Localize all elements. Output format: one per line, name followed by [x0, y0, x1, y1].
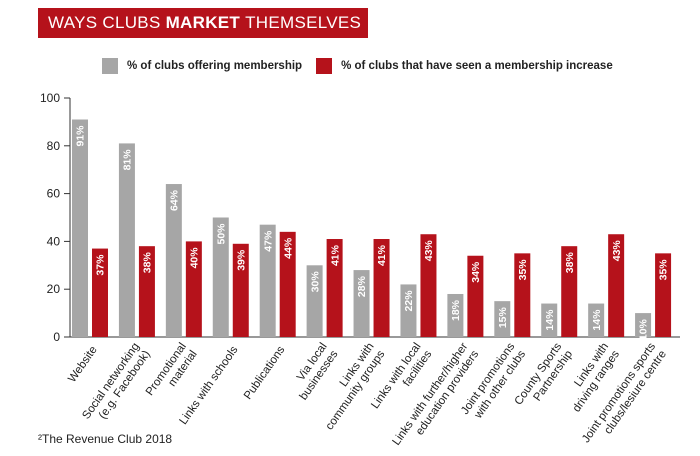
title-part-1: WAYS CLUBS [48, 13, 161, 32]
data-label-increase-5: 41% [329, 244, 341, 266]
legend-item-series-2: % of clubs that have seen a membership i… [316, 58, 613, 74]
bar-increase-5 [326, 239, 343, 337]
data-label-offering-2: 64% [169, 189, 181, 211]
data-label-offering-8: 18% [450, 299, 462, 321]
y-tick-label: 100 [40, 91, 60, 105]
bar-offering-3 [212, 217, 229, 337]
title-part-2: MARKET [165, 13, 241, 32]
bar-offering-5 [306, 265, 323, 337]
bar-offering-7 [400, 284, 417, 337]
data-label-offering-4: 47% [262, 230, 274, 252]
bar-offering-6 [353, 270, 370, 337]
data-label-increase-11: 43% [611, 240, 623, 262]
bar-offering-9 [494, 301, 511, 337]
data-label-offering-0: 91% [75, 125, 87, 147]
chart-title-banner: WAYS CLUBS MARKET THEMSELVES [38, 8, 368, 38]
bar-increase-0 [92, 248, 108, 337]
data-label-offering-3: 50% [215, 223, 227, 245]
bar-increase-7 [420, 234, 437, 337]
y-tick-label: 80 [47, 139, 61, 153]
legend: % of clubs offering membership % of club… [102, 58, 627, 74]
data-label-offering-6: 28% [356, 275, 368, 297]
data-label-increase-12: 35% [658, 259, 670, 281]
data-label-increase-0: 37% [95, 254, 107, 276]
bar-offering-0 [72, 119, 88, 337]
category-label-5: Via localbusinesses [287, 341, 341, 403]
data-label-increase-4: 44% [282, 237, 294, 259]
legend-item-series-1: % of clubs offering membership [102, 58, 302, 74]
data-label-offering-10: 14% [544, 309, 556, 331]
data-label-increase-7: 43% [423, 240, 435, 262]
data-label-offering-12: 10% [638, 318, 650, 340]
bar-increase-6 [373, 239, 390, 337]
data-label-increase-8: 34% [470, 261, 482, 283]
bar-offering-12 [635, 313, 652, 337]
category-label-2: Promotionalmaterial [144, 341, 200, 406]
legend-label-series-2: % of clubs that have seen a membership i… [341, 60, 613, 72]
data-label-offering-11: 14% [591, 309, 603, 331]
y-tick-label: 60 [47, 187, 61, 201]
y-tick-label: 0 [53, 330, 60, 344]
data-label-increase-10: 38% [564, 252, 576, 274]
data-label-increase-6: 41% [376, 244, 388, 266]
bar-increase-12 [655, 253, 672, 337]
bar-increase-4 [279, 231, 296, 337]
data-label-offering-5: 30% [309, 271, 321, 293]
bar-increase-9 [514, 253, 531, 337]
bar-offering-11 [588, 303, 605, 337]
bar-offering-4 [259, 224, 276, 337]
data-label-increase-9: 35% [517, 259, 529, 281]
y-tick-label: 40 [47, 234, 61, 248]
bar-offering-10 [541, 303, 558, 337]
data-label-offering-9: 15% [497, 306, 509, 328]
data-label-offering-7: 22% [403, 290, 415, 312]
bar-offering-8 [447, 293, 464, 337]
title-part-3: THEMSELVES [245, 13, 362, 32]
data-label-increase-2: 40% [189, 247, 201, 269]
category-label-line: Publications [242, 344, 288, 402]
legend-swatch-red [316, 58, 333, 74]
category-label-0: Website [66, 344, 100, 385]
category-label-4: Publications [242, 344, 288, 402]
bar-offering-1 [118, 143, 135, 337]
source-note: ²The Revenue Club 2018 [38, 432, 173, 446]
data-label-increase-1: 38% [142, 252, 154, 274]
bar-increase-1 [138, 246, 155, 337]
legend-swatch-grey [102, 58, 118, 74]
bar-increase-3 [232, 243, 249, 337]
bar-offering-2 [165, 184, 182, 337]
bar-increase-8 [467, 255, 484, 337]
legend-label-series-1: % of clubs offering membership [127, 60, 303, 72]
data-label-increase-3: 39% [235, 249, 247, 271]
bar-increase-11 [608, 234, 625, 337]
data-label-offering-1: 81% [122, 149, 134, 171]
category-label-line: Website [66, 344, 100, 385]
bar-increase-10 [561, 246, 578, 337]
bar-increase-2 [185, 241, 202, 337]
y-tick-label: 20 [47, 282, 61, 296]
